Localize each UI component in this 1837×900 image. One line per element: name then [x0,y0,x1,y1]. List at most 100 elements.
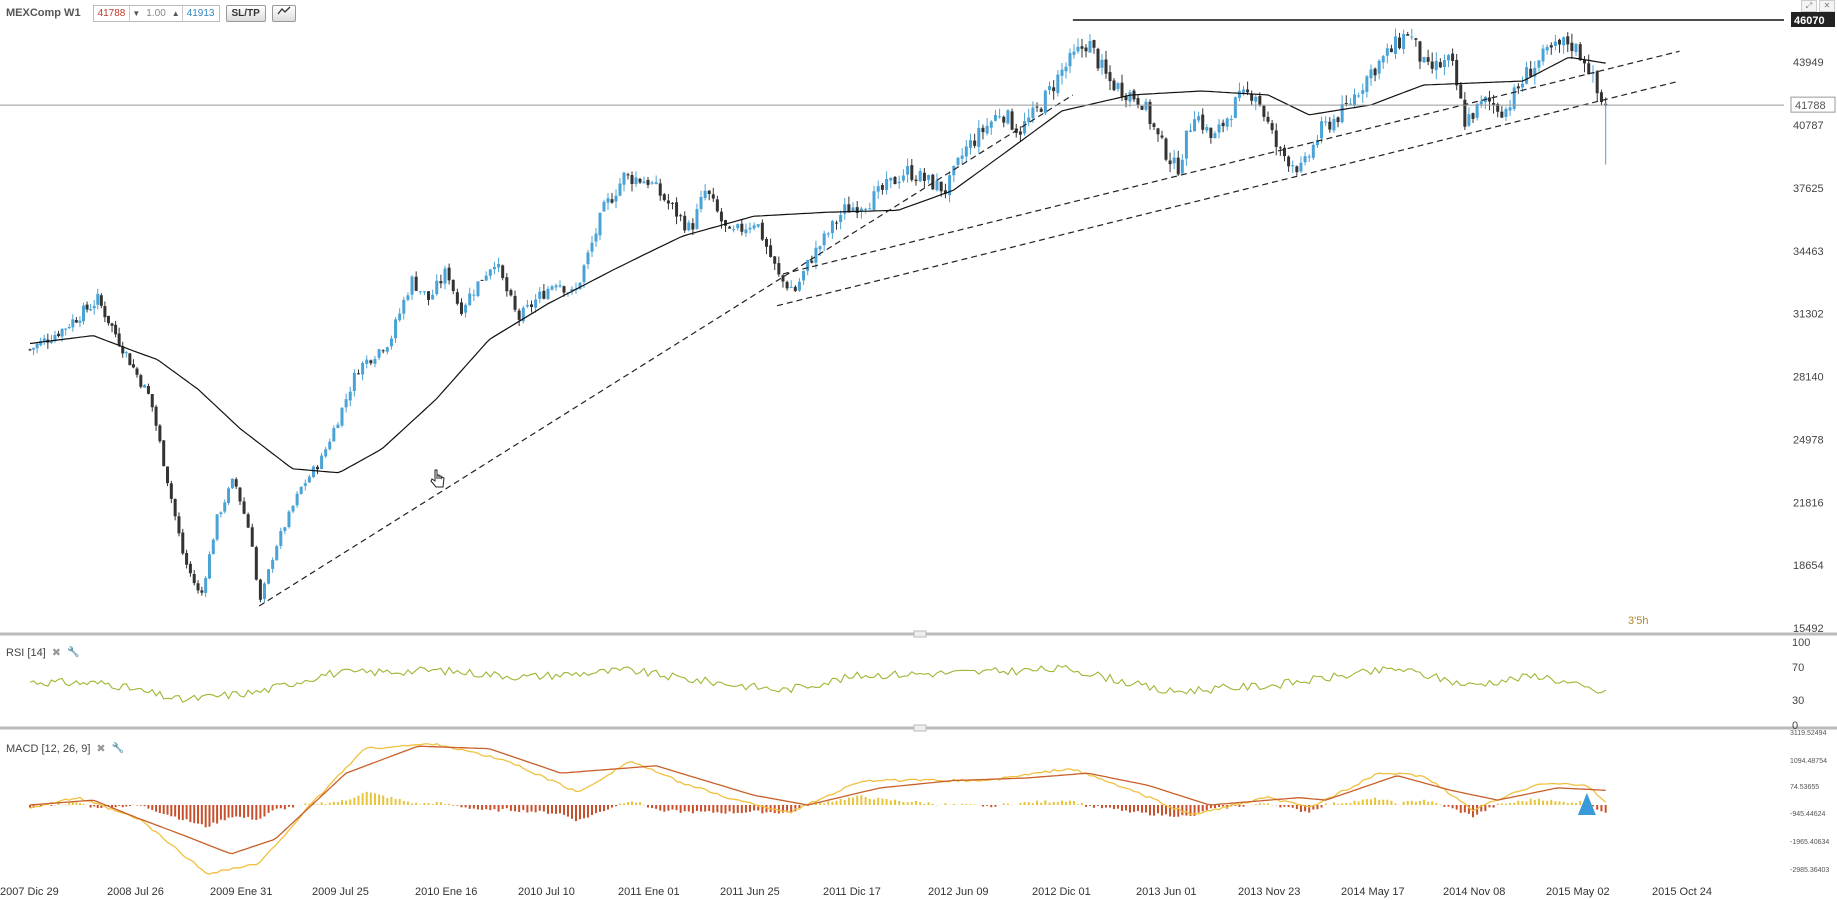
candle [1307,154,1311,162]
candle [740,219,744,236]
chart-toolbar: MEXComp W1 41788 ▼ 1.00 ▲ 41913 SL/TP [0,0,296,26]
candle-body [484,275,488,281]
bid-price[interactable]: 41788 [94,5,131,21]
candle [1100,54,1104,75]
candle [451,279,455,295]
candle [732,225,736,233]
candle [843,198,847,220]
candle [1381,54,1385,69]
candle-body [365,359,369,364]
candle-body [1217,124,1221,133]
lots-value[interactable]: 1.00 [146,7,166,19]
candle [960,148,964,165]
candle-body [1254,96,1258,102]
candle-body [732,228,736,231]
candle [484,271,488,282]
current-price-label: 41788 [1795,100,1826,112]
candle [324,446,328,458]
cursor-shape [430,469,445,488]
candle [1270,120,1274,134]
candle-body [1467,114,1471,126]
candle-body [1160,135,1164,138]
candle-body [1344,103,1348,105]
candle-body [89,308,93,311]
candle-body [1188,130,1192,132]
candle-body [501,265,505,278]
candle-body [1377,60,1381,74]
candle [431,289,435,300]
macd-settings-icon[interactable]: 🔧 [111,743,125,754]
rsi-close-icon[interactable]: ✖ [51,647,61,659]
candle-body [1332,118,1336,131]
candle [952,165,956,183]
candle [227,486,231,505]
candle-body [1060,69,1064,76]
close-icon[interactable]: ✕ [1819,0,1835,12]
candle-body [1516,86,1520,89]
candle-body [146,385,150,394]
candle [320,452,324,470]
candle-body [459,302,463,314]
candle [634,171,638,187]
lots-down-icon[interactable]: ▼ [132,8,141,18]
candle [1324,116,1328,127]
candle [1010,108,1014,131]
candle [1545,44,1549,55]
sltp-button[interactable]: SL/TP [225,4,266,22]
candle [517,308,521,327]
candle [847,196,851,213]
candle [250,523,254,547]
candle [922,167,926,188]
candle-body [1463,99,1467,127]
line-chart-icon[interactable] [271,4,296,22]
candle-body [234,479,238,487]
candle-body [340,407,344,426]
candle-body [1092,40,1096,48]
candle [254,545,258,581]
ask-price[interactable]: 41913 [181,5,219,21]
restore-icon[interactable]: ⤢ [1801,0,1817,12]
candle-body [646,179,650,185]
candle [488,268,492,280]
rsi-settings-icon[interactable]: 🔧 [66,647,80,658]
candle [1422,56,1426,63]
candle [1128,89,1132,107]
candle-body [1426,57,1430,62]
trendline [258,94,1074,607]
candle-body [538,291,542,299]
candle-body [859,208,863,212]
candle-body [1541,48,1545,62]
candle-body [1100,59,1104,68]
candle [998,108,1002,119]
candle-body [1311,144,1315,158]
candle [85,301,89,313]
candle-body [311,466,315,478]
candle [128,352,132,366]
candle-body [687,222,691,231]
candle [501,264,505,281]
candle-body [238,487,242,502]
candle-body [1447,55,1451,61]
candle-body [1418,41,1422,62]
candle [1483,95,1487,110]
candle-body [769,245,773,257]
signal-line [29,745,1606,855]
candle [752,222,756,231]
candle [57,330,61,338]
candle-body [406,295,410,300]
candle [42,334,46,345]
candle-body [893,176,897,185]
candle [497,257,501,273]
candle [1096,47,1100,71]
candle [1116,82,1120,92]
candle [1023,112,1027,136]
candle-body [952,165,956,176]
candle-body [85,304,89,310]
lots-up-icon[interactable]: ▲ [171,8,180,18]
candle [1393,28,1397,60]
candle-body [1006,110,1010,124]
macd-close-icon[interactable]: ✖ [96,743,106,755]
candle-body [488,269,492,276]
candle [291,505,295,514]
